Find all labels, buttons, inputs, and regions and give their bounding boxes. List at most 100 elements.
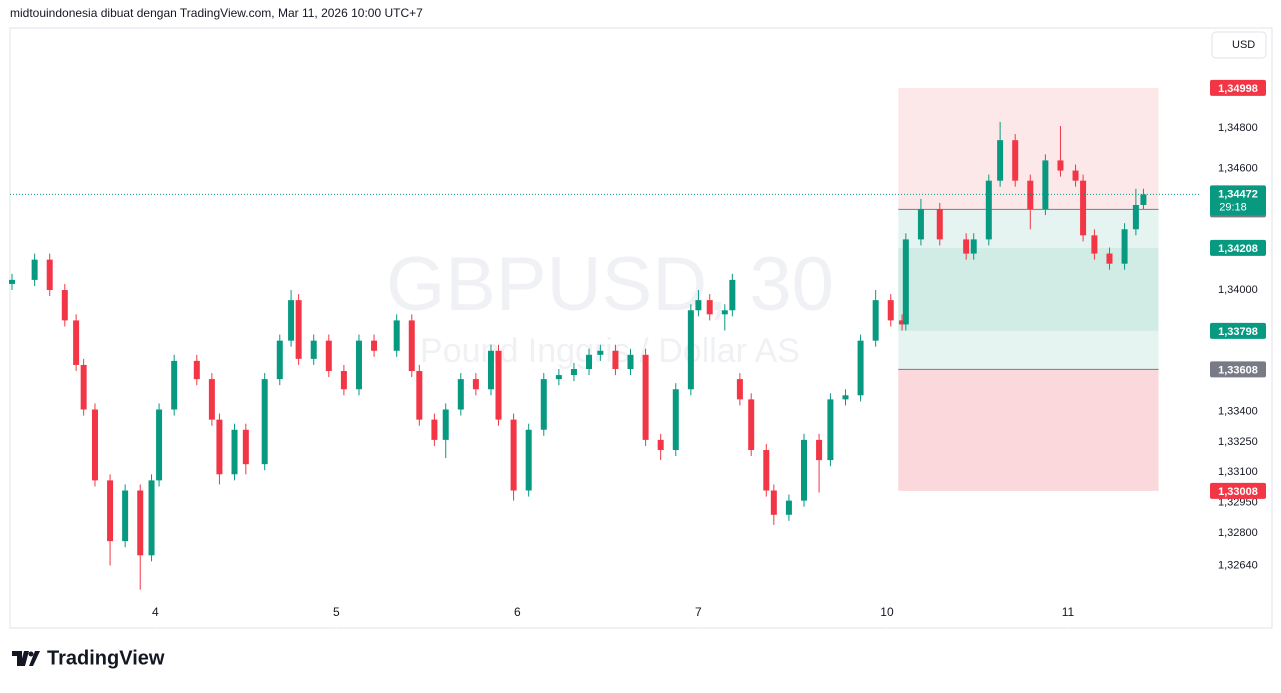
candle-body [627,354,634,369]
candle-body [9,279,15,284]
candle-body [721,310,728,315]
candle-body [1012,140,1019,181]
footer-logo: TradingView [47,647,165,669]
candle-body [785,500,792,515]
candle-body [597,350,604,355]
candle-body [231,429,238,475]
chart-frame [9,27,1273,629]
candle-body [310,340,317,359]
price-badge-label: 1,34208 [1218,243,1258,255]
candle-body [570,368,577,376]
candle-body [970,239,977,254]
candle-body [985,180,992,240]
candle-body [442,409,449,440]
candle-body [122,490,129,542]
candle-body [325,340,332,372]
price-badge [1210,322,1266,339]
x-tick-label: 10 [880,605,894,619]
candle-body [1140,194,1147,205]
price-badge-label: 1,33008 [1218,486,1258,498]
candle-body [487,350,494,390]
candle-body [371,340,378,351]
candle-body [997,140,1004,181]
candle-body [46,259,53,291]
candle-body [31,259,38,280]
candle-body [431,419,438,440]
x-tick-label: 4 [152,605,159,619]
candle-body [729,279,736,311]
candle-body [171,360,178,410]
price-badge [1210,482,1266,499]
price-badge-label: 1,33798 [1218,326,1258,338]
candle-body [695,300,702,311]
x-tick-label: 5 [333,605,340,619]
candle-body [1121,229,1128,264]
currency-label: USD [1232,39,1255,51]
candle-body [91,409,98,481]
candle-body [657,439,664,450]
y-tick-label: 1,32800 [1218,527,1258,539]
y-tick-label: 1,34000 [1218,284,1258,296]
candle-body [540,379,547,430]
candle-body [393,320,400,351]
last-price-badge [1210,185,1266,216]
currency-button[interactable] [1211,31,1267,59]
candle-body [1072,170,1079,181]
candle-body [827,399,834,461]
countdown-label: 29:18 [1219,201,1247,213]
candle-body [1132,204,1139,230]
candle-body [1080,180,1087,236]
candle-body [917,209,924,240]
y-tick-label: 1,34600 [1218,162,1258,174]
position-zone [898,330,1159,370]
candle-body [936,209,943,240]
candle-body [107,480,114,542]
position-zone [898,247,1159,331]
x-tick-label: 7 [695,605,702,619]
candle-body [672,389,679,450]
y-tick-label: 1,33400 [1218,405,1258,417]
candle-body [295,300,302,359]
y-tick-label: 1,34800 [1218,122,1258,134]
candle-body [899,320,906,325]
candle-body [408,320,415,372]
candle-body [216,419,223,475]
y-tick-label: 1,33100 [1218,466,1258,478]
candle-body [148,480,155,556]
last-price-label: 1,34472 [1218,188,1258,200]
candle-body [816,439,823,461]
candle-body [857,340,864,396]
candle-body [748,399,755,450]
candle-body [763,449,770,491]
y-tick-label: 1,33250 [1218,436,1258,448]
candle-body [586,354,593,369]
x-tick-label: 11 [1062,605,1075,619]
price-badge [1210,79,1266,96]
watermark: GBPUSD, 30 [386,242,834,327]
price-badge [1210,239,1266,256]
candle-body [355,340,362,390]
candle-body [963,239,970,254]
candle-body [472,379,479,390]
logo-icon [12,651,40,666]
candle-body [242,429,249,465]
candle-body [706,300,713,315]
candle-body [80,364,87,410]
candle-body [416,371,423,420]
candle-body [525,429,532,491]
candle-body [902,239,909,325]
candle-body [208,379,215,420]
candle-body [642,354,649,440]
candle-body [276,340,283,380]
candle-body [1091,235,1098,254]
y-tick-label: 1,32640 [1218,559,1258,571]
candle-body [1057,160,1064,171]
candle-body [555,375,562,380]
candle-body [495,350,502,420]
price-badge [1210,361,1266,378]
watermark-subtitle: Pound Inggris / Dollar AS [420,332,800,370]
candle-body [61,290,68,321]
candle-body [887,300,894,321]
candle-body [137,490,144,556]
candle-body [288,300,295,341]
